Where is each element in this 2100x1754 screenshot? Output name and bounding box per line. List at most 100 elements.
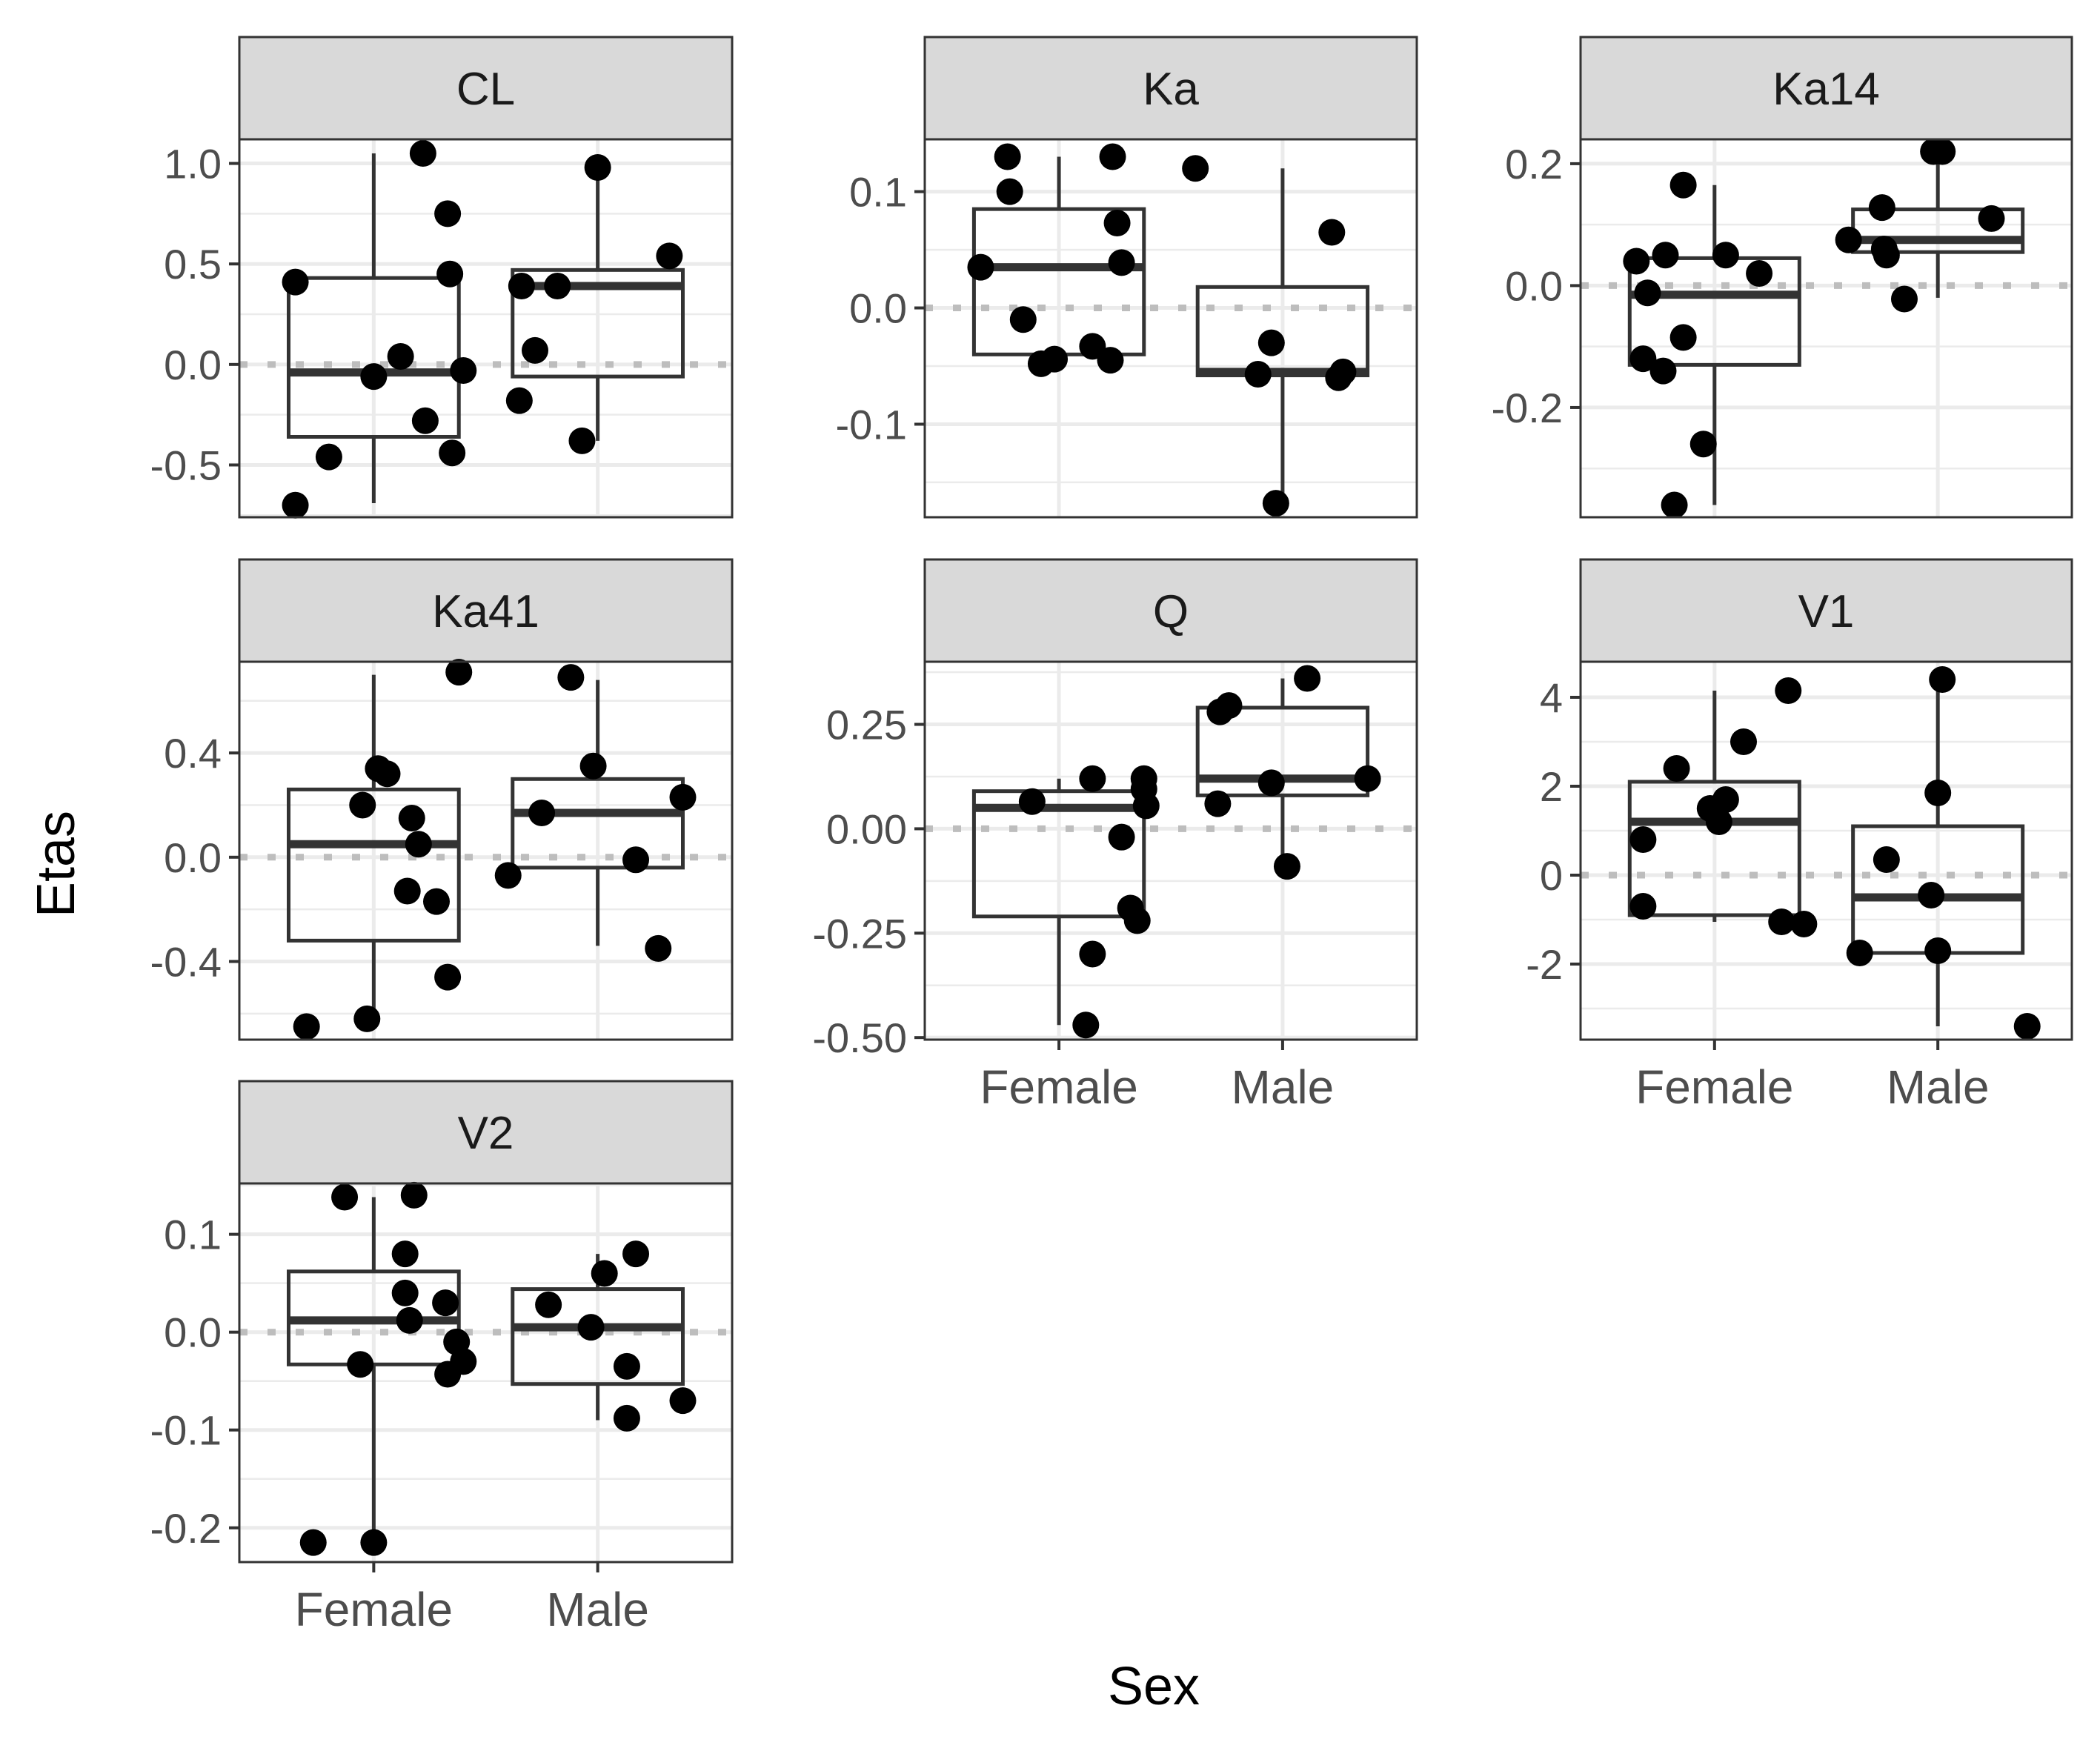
data-point	[1329, 358, 1357, 385]
data-point	[494, 862, 522, 889]
box-iqr	[511, 777, 685, 870]
y-tick-label: 0.5	[164, 241, 222, 288]
data-point	[347, 1351, 374, 1378]
data-point	[1103, 209, 1131, 236]
data-point	[1079, 765, 1106, 792]
panel-border	[923, 660, 1418, 1041]
data-point	[528, 800, 556, 826]
y-tick-label: 2	[1540, 763, 1563, 810]
y-tick-label: 0.0	[1505, 262, 1563, 309]
data-point	[391, 1279, 419, 1306]
data-point	[1273, 853, 1300, 880]
panel-strip	[238, 36, 734, 141]
data-point	[1835, 226, 1862, 253]
data-point	[1890, 285, 1918, 313]
panel-cl: CL -0.5 0.0 0.5 1.0	[150, 36, 734, 519]
panel-border	[238, 660, 734, 1041]
data-point	[293, 1013, 320, 1040]
data-point	[423, 888, 450, 915]
panel-background	[925, 662, 1417, 1040]
y-tick-label: -0.1	[836, 401, 908, 448]
y-tick-label: 0.0	[164, 1309, 222, 1356]
y-tick-label: 1.0	[164, 141, 222, 187]
box-male	[511, 167, 685, 441]
data-point	[622, 846, 650, 874]
data-point	[396, 1306, 423, 1334]
data-point	[669, 1387, 697, 1415]
y-tick-label: 0.0	[164, 342, 222, 388]
data-point	[1294, 665, 1321, 692]
panel-strip	[1579, 558, 2073, 663]
y-tick-label: 0.00	[826, 805, 907, 852]
panel-background	[239, 1183, 732, 1562]
panels-layer: CL -0.5 0.0 0.5 1.0 Ka -0.1 0.0 0.1 Ka14 -0.2 0.0 0.…	[150, 36, 2073, 1636]
data-point	[299, 1529, 327, 1556]
data-point	[579, 752, 607, 780]
panel-ka41: Ka41 -0.4 0.0 0.4	[150, 558, 734, 1041]
data-point	[613, 1404, 640, 1432]
data-point	[1846, 940, 1873, 966]
data-point	[434, 200, 462, 227]
y-tick-label: -0.4	[150, 938, 222, 985]
data-point	[568, 427, 596, 454]
data-point	[1929, 666, 1956, 693]
data-point	[584, 153, 611, 181]
y-tick-label: 0.2	[1505, 141, 1563, 187]
panel-background	[239, 662, 732, 1040]
x-tick-label: Male	[546, 1583, 649, 1636]
box-iqr	[511, 268, 685, 379]
data-point	[1712, 786, 1739, 813]
data-point	[557, 664, 585, 691]
panel-strip-label: Ka14	[1772, 64, 1880, 115]
data-point	[967, 253, 994, 281]
data-point	[996, 178, 1023, 205]
x-tick-label: Female	[295, 1583, 453, 1636]
data-point	[1018, 788, 1046, 815]
box-iqr	[1195, 705, 1370, 797]
data-point	[1132, 792, 1160, 820]
data-point	[508, 273, 535, 300]
panel-q: Q -0.50 -0.25 0.00 0.25 Female Male	[812, 558, 1418, 1114]
data-point	[577, 1314, 605, 1341]
data-point	[622, 1240, 650, 1268]
y-tick-label: -0.2	[1492, 385, 1564, 431]
data-point	[331, 1183, 359, 1211]
data-point	[436, 260, 464, 288]
data-point	[1661, 491, 1688, 519]
box-female	[287, 1197, 461, 1543]
data-point	[353, 1005, 381, 1032]
data-point	[450, 356, 477, 384]
data-point	[1182, 155, 1209, 182]
y-tick-label: 0.0	[164, 834, 222, 881]
data-point	[1918, 882, 1945, 908]
data-point	[1041, 345, 1069, 373]
box-female	[971, 778, 1146, 1026]
data-point	[434, 963, 462, 991]
data-point	[1790, 911, 1818, 937]
data-point	[400, 1181, 428, 1209]
y-tick-label: -0.5	[150, 442, 222, 488]
panel-strip	[923, 558, 1418, 663]
y-tick-label: 0.25	[826, 702, 907, 748]
data-point	[1689, 431, 1717, 458]
data-point	[1629, 826, 1657, 853]
panel-ka14: Ka14 -0.2 0.0 0.2	[1492, 36, 2073, 519]
data-point	[1669, 324, 1697, 351]
data-point	[398, 805, 425, 832]
panel-border	[1579, 660, 2073, 1041]
data-point	[1873, 242, 1900, 269]
data-point	[1746, 259, 1773, 287]
data-point	[1634, 279, 1661, 307]
data-point	[432, 1289, 459, 1317]
data-point	[409, 139, 436, 167]
panel-strip-label: CL	[456, 64, 515, 115]
data-point	[1262, 490, 1289, 517]
box-iqr	[287, 787, 461, 943]
data-point	[1924, 780, 1952, 806]
y-tick-label: -0.2	[150, 1505, 222, 1552]
data-point	[544, 273, 571, 300]
y-tick-label: -0.25	[812, 910, 907, 957]
data-point	[411, 407, 439, 434]
